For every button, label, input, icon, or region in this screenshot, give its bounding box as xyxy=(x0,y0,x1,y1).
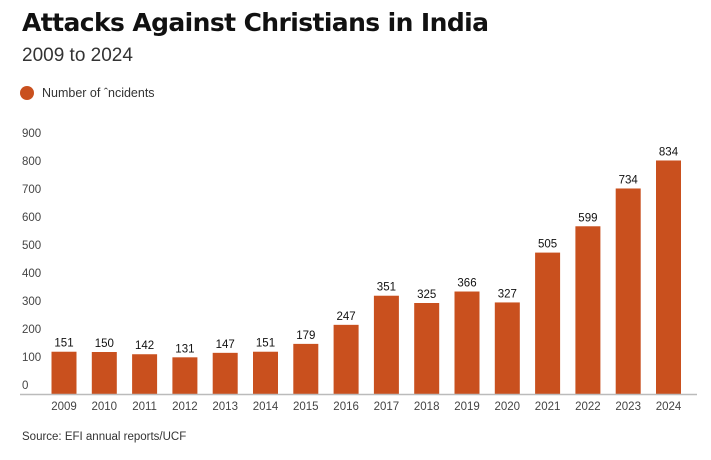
bar xyxy=(535,252,561,394)
x-tick-label: 2022 xyxy=(575,401,601,413)
data-label: 179 xyxy=(296,330,315,342)
bar xyxy=(575,226,601,394)
bar xyxy=(253,351,278,394)
bar xyxy=(333,324,359,394)
data-label: 325 xyxy=(417,289,436,301)
y-tick-label: 600 xyxy=(22,212,41,224)
bar xyxy=(172,357,198,394)
x-tick-label: 2009 xyxy=(51,401,77,413)
bar xyxy=(414,303,440,394)
data-label: 734 xyxy=(619,174,639,186)
bar xyxy=(212,352,238,394)
data-label: 147 xyxy=(216,339,235,351)
bar xyxy=(373,295,399,394)
y-tick-label: 500 xyxy=(22,240,41,252)
bar xyxy=(656,160,681,394)
data-label: 351 xyxy=(377,282,396,294)
x-tick-label: 2013 xyxy=(212,401,238,413)
bar xyxy=(91,352,117,394)
x-tick-label: 2017 xyxy=(374,401,400,413)
y-tick-label: 100 xyxy=(22,352,41,364)
data-label: 327 xyxy=(498,288,517,300)
x-tick-label: 2011 xyxy=(132,401,157,413)
data-label: 834 xyxy=(659,146,679,158)
data-label: 142 xyxy=(135,340,154,352)
y-tick-label: 200 xyxy=(22,324,41,336)
y-tick-label: 0 xyxy=(22,380,28,392)
x-tick-label: 2023 xyxy=(615,401,641,413)
y-tick-label: 300 xyxy=(22,296,41,308)
y-tick-label: 400 xyxy=(22,268,41,280)
bar xyxy=(51,351,77,394)
bar xyxy=(615,188,641,394)
x-tick-label: 2024 xyxy=(656,401,682,413)
legend: Number of ˆncidents xyxy=(20,86,155,100)
data-label: 505 xyxy=(538,239,557,251)
x-tick-label: 2021 xyxy=(535,401,561,413)
x-tick-label: 2015 xyxy=(293,401,319,413)
data-label: 150 xyxy=(95,338,114,350)
x-tick-label: 2018 xyxy=(414,401,440,413)
x-tick-label: 2016 xyxy=(333,401,359,413)
bar xyxy=(293,343,319,394)
y-tick-label: 800 xyxy=(22,156,41,168)
data-label: 151 xyxy=(54,338,73,350)
data-label: 599 xyxy=(578,212,597,224)
legend-label: Number of ˆncidents xyxy=(42,86,155,100)
x-tick-label: 2019 xyxy=(454,401,480,413)
x-tick-label: 2012 xyxy=(172,401,198,413)
chart-subtitle: 2009 to 2024 xyxy=(22,45,133,66)
bar xyxy=(494,302,520,394)
x-tick-label: 2010 xyxy=(92,401,118,413)
bar xyxy=(454,291,480,394)
bar xyxy=(132,354,158,394)
x-tick-label: 2020 xyxy=(495,401,521,413)
chart-title: Attacks Against Christians in India xyxy=(22,8,489,37)
legend-swatch xyxy=(20,86,34,100)
x-tick-label: 2014 xyxy=(253,401,279,413)
data-label: 366 xyxy=(457,278,476,290)
data-label: 151 xyxy=(256,338,275,350)
y-tick-label: 900 xyxy=(22,128,41,140)
data-label: 131 xyxy=(175,343,194,355)
y-tick-label: 700 xyxy=(22,184,41,196)
source-note: Source: EFI annual reports/UCF xyxy=(22,431,187,443)
data-label: 247 xyxy=(337,311,356,323)
